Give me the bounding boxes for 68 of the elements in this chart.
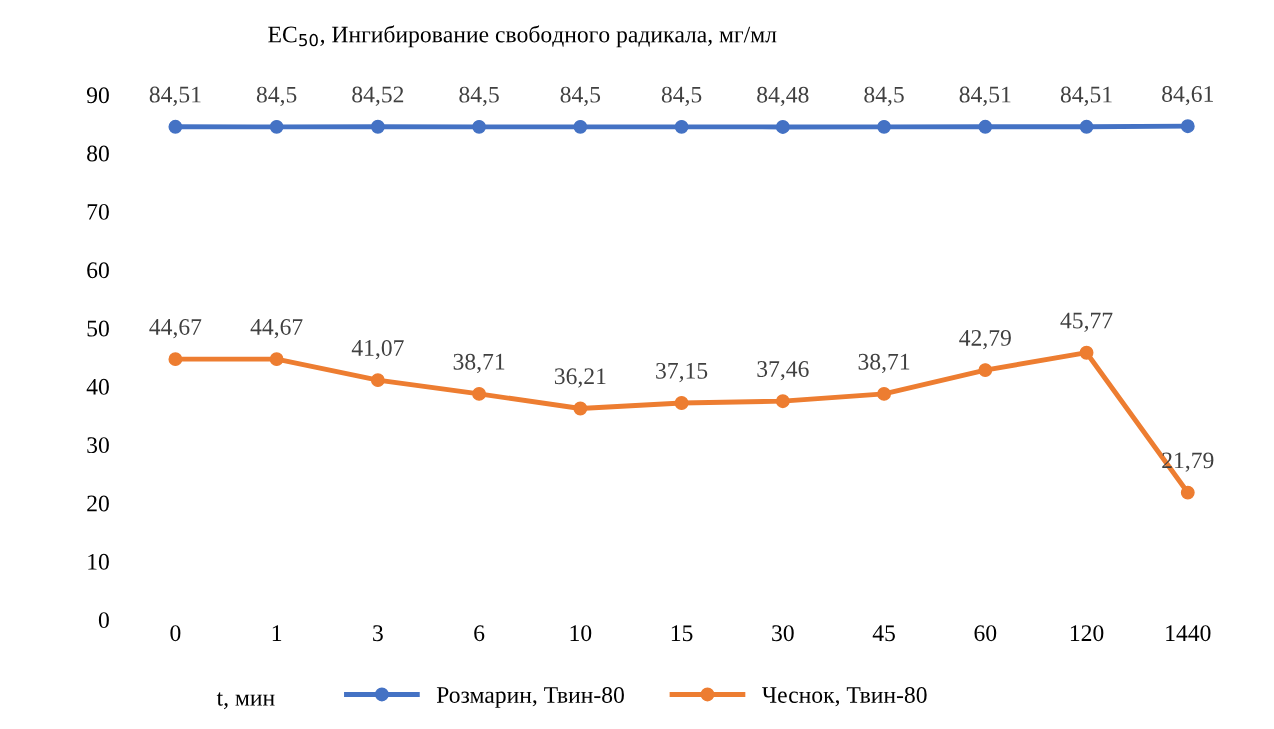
y-tick-label: 70 [87, 203, 109, 220]
point [877, 119, 892, 134]
x-tick-label: 3 [373, 625, 383, 642]
data-label: 36,21 [554, 368, 606, 388]
point [269, 352, 284, 367]
x-axis-title: t, мин [216, 692, 275, 710]
point [1180, 119, 1195, 134]
point [1180, 485, 1195, 500]
point [877, 386, 892, 401]
x-tick-label: 120 [1070, 625, 1104, 642]
point [168, 119, 183, 134]
y-tick-label: 90 [86, 87, 109, 104]
data-label: 84,5 [864, 86, 904, 106]
data-label: 38,71 [453, 353, 505, 374]
y-tick-label: 30 [87, 437, 109, 454]
data-label: 84,5 [256, 86, 297, 106]
data-label: 42,79 [959, 329, 1011, 350]
legend-label: Чеснок, Твин-80 [762, 687, 927, 707]
x-tick-label: 0 [170, 625, 181, 642]
data-label: 37,46 [757, 361, 809, 381]
data-label: 84,5 [560, 86, 601, 106]
point [674, 396, 689, 410]
data-label: 37,15 [656, 362, 708, 383]
data-label: 84,5 [459, 86, 499, 106]
data-label: 44,67 [149, 319, 202, 339]
point [674, 119, 689, 134]
x-tick-label: 6 [474, 625, 485, 642]
point [370, 119, 385, 134]
y-tick-label: 50 [87, 320, 109, 337]
point [168, 352, 183, 367]
data-label: 84,61 [1162, 86, 1213, 106]
x-tick-label: 1440 [1166, 625, 1211, 642]
point [269, 119, 284, 134]
x-tick-label: 60 [974, 625, 997, 642]
point [1079, 345, 1094, 360]
y-tick-label: 60 [87, 262, 109, 279]
y-tick-label: 0 [98, 612, 109, 629]
data-label: 44,67 [250, 319, 303, 339]
data-label: 45,77 [1060, 312, 1113, 332]
point [573, 401, 588, 416]
y-tick-label: 20 [87, 495, 109, 512]
x-tick-label: 45 [872, 625, 895, 642]
x-tick-label: 15 [671, 625, 693, 642]
data-label: 84,51 [959, 86, 1011, 106]
y-tick-label: 40 [86, 378, 109, 395]
y-tick-label: 10 [88, 553, 109, 570]
point [472, 386, 487, 401]
point [775, 120, 790, 134]
point [978, 119, 993, 134]
chart-title: EC$_{50}$, Ингибирование свободного радикала, мг/мл [268, 25, 777, 48]
x-tick-label: 30 [772, 625, 794, 642]
data-label: 84,52 [352, 86, 404, 106]
point [370, 373, 385, 388]
legend-label: Розмарин, Твин-80 [436, 687, 624, 708]
point [472, 119, 487, 134]
point [775, 394, 790, 409]
data-label: 84,48 [757, 86, 809, 107]
data-label: 84,5 [661, 86, 702, 106]
x-tick-label: 1 [272, 625, 282, 641]
point [1079, 119, 1094, 134]
point [573, 119, 588, 134]
y-tick-label: 80 [87, 145, 109, 162]
x-tick-label: 10 [570, 625, 592, 642]
data-label: 38,71 [858, 353, 910, 374]
data-label: 41,07 [351, 339, 404, 360]
point [978, 363, 993, 378]
data-label: 84,51 [149, 86, 201, 106]
data-label: 84,51 [1060, 86, 1112, 106]
